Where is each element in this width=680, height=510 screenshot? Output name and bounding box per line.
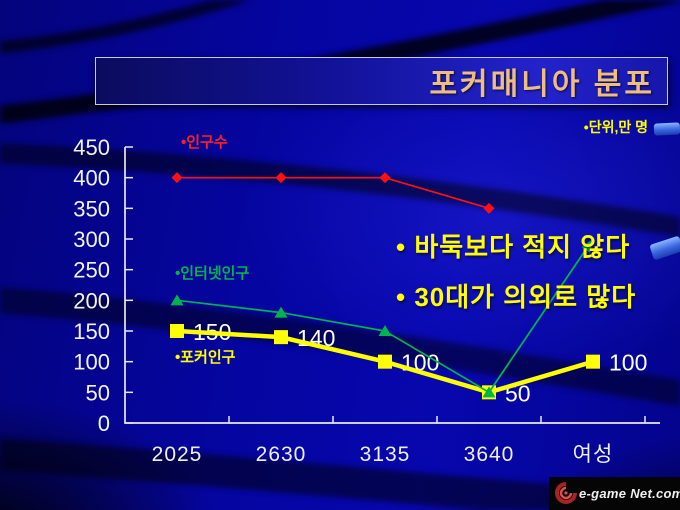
title-box: 포커매니아 분포 [95, 57, 668, 105]
y-axis-label: 300 [73, 227, 110, 252]
unit-label: •단위,만 명 [583, 119, 648, 135]
logo-swirl-icon [555, 482, 577, 504]
y-axis-label: 0 [98, 411, 110, 436]
y-axis-label: 350 [73, 196, 110, 221]
square-marker-icon [586, 354, 600, 369]
square-marker-icon [274, 330, 288, 345]
y-axis-label: 100 [73, 350, 110, 375]
diamond-marker-icon [275, 172, 287, 184]
square-marker-icon [378, 354, 392, 369]
diamond-marker-icon [379, 172, 391, 184]
y-axis-label: 150 [73, 319, 110, 344]
logo-bar: e-game Net.com [549, 477, 680, 510]
trend-arrowhead-icon [581, 239, 593, 253]
trend-arrow-line [488, 238, 594, 393]
triangle-marker-icon [170, 294, 184, 306]
y-axis-label: 200 [73, 288, 110, 313]
x-axis-label: 2025 [152, 443, 203, 466]
chart-axes: 0 50 100 150 200 250 300 350 400 450 [73, 135, 660, 436]
y-axis-label: 450 [73, 135, 110, 160]
x-axis-label: 3640 [464, 443, 515, 466]
diamond-marker-icon [171, 172, 183, 184]
data-label: 100 [609, 350, 647, 376]
annotation-line-1: • 바둑보다 적지 않다 [396, 232, 631, 262]
triangle-marker-icon [274, 306, 288, 318]
square-marker-icon [170, 324, 184, 338]
annotation-line-2: • 30대가 의외로 많다 [396, 282, 637, 312]
triangle-marker-icon [378, 325, 392, 336]
legend-label-poker-population: •포커인구 [175, 349, 236, 366]
x-axis-label: 2630 [256, 443, 307, 466]
legend-label-population: •인구수 [181, 134, 228, 151]
x-axis-label: 여성 [573, 443, 614, 466]
series-line [177, 176, 490, 210]
series-line [176, 299, 490, 394]
y-axis-label: 250 [73, 258, 110, 283]
diamond-marker-icon [483, 202, 495, 214]
page-title: 포커매니아 분포 [429, 68, 655, 101]
legend-label-internet-population: •인터넷인구 [175, 265, 250, 282]
x-axis-label: 3135 [360, 443, 411, 466]
logo-text: e-game Net.com [579, 486, 680, 501]
y-axis-label: 400 [73, 166, 110, 191]
series-인구수 [171, 172, 495, 214]
series-인터넷인구 [170, 238, 594, 398]
y-axis-label: 50 [86, 380, 110, 405]
